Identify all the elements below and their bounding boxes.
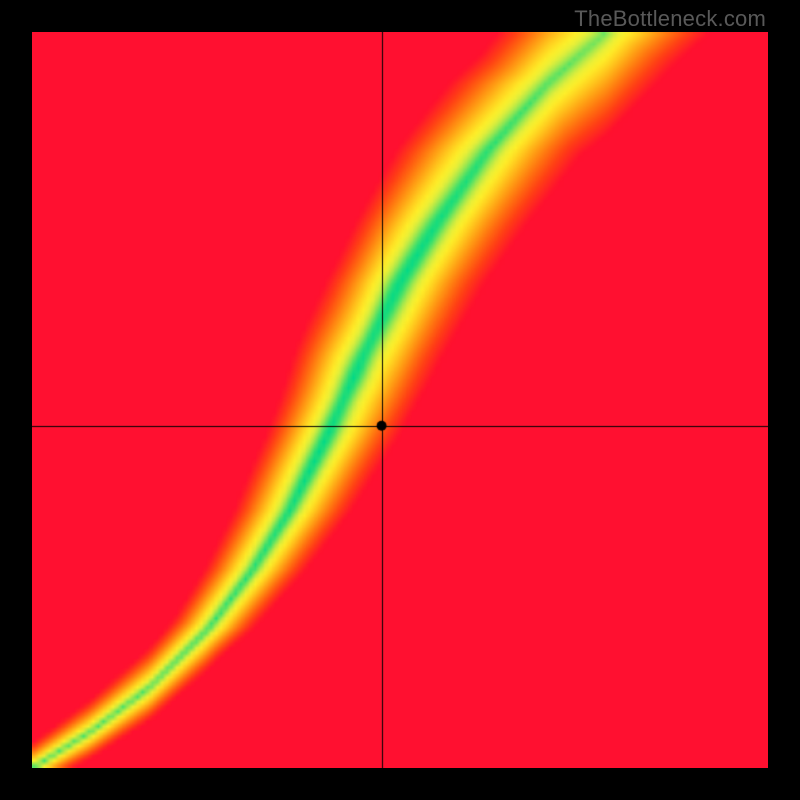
- bottleneck-heatmap: [32, 32, 768, 768]
- plot-frame: [32, 32, 768, 768]
- watermark-text: TheBottleneck.com: [574, 6, 766, 32]
